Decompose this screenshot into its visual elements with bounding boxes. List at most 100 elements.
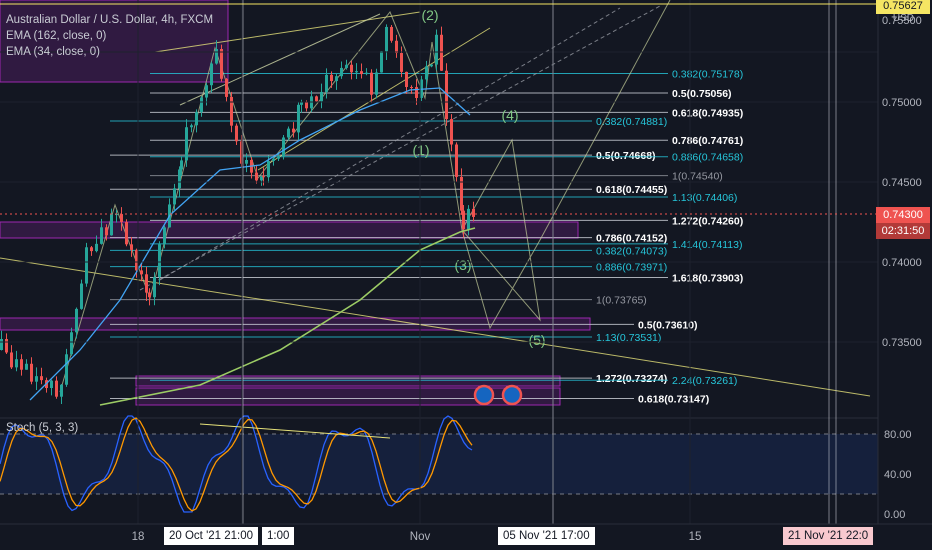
candle (245, 159, 248, 164)
time-axis-bg (0, 524, 932, 550)
candle (70, 332, 73, 355)
us-flag-icon (501, 384, 523, 406)
candle (375, 72, 378, 95)
candle (345, 64, 348, 68)
candle (467, 208, 470, 230)
candle (320, 91, 323, 102)
price-tick-1: 0.75000 (882, 97, 922, 109)
time-box-3: 21 Nov '21 22:0 (783, 527, 874, 545)
stoch-label: Stoch (5, 3, 3) (6, 422, 79, 434)
candle (153, 276, 156, 298)
fib-label-14: 0.886(0.73971) (596, 262, 667, 274)
fib-label-9: 1.13(0.74406) (672, 192, 737, 204)
candle (445, 70, 448, 120)
candle (410, 86, 413, 88)
candle (300, 102, 303, 105)
candle (365, 72, 368, 75)
candle (455, 144, 458, 177)
wave-label-2: (1) (412, 142, 429, 158)
fib-label-16: 1(0.73765) (596, 295, 647, 307)
candle (85, 247, 88, 284)
zone-4 (135, 387, 561, 406)
candle (400, 53, 403, 72)
fib-label-13: 0.382(0.74073) (596, 245, 667, 257)
candle (430, 64, 433, 67)
candle (325, 74, 328, 92)
candle (272, 158, 275, 162)
candle (267, 161, 270, 178)
candle (185, 127, 188, 161)
candle (287, 128, 290, 138)
top-price-box: 0.75627 (876, 0, 930, 14)
candle (100, 227, 103, 244)
candle (15, 359, 18, 368)
candle (305, 102, 308, 109)
candle (355, 71, 358, 73)
fib-label-6: 0.886(0.74658) (672, 152, 743, 164)
candle (330, 74, 333, 82)
candle (450, 119, 453, 145)
zone-3 (135, 375, 561, 387)
candle (80, 283, 83, 309)
stoch-d-line (0, 417, 473, 512)
fib-label-20: 2.24(0.73261) (672, 375, 737, 387)
candle (180, 160, 183, 170)
stoch-k-line (0, 415, 473, 513)
wave-path (59, 0, 671, 393)
candle (125, 222, 128, 245)
candle (200, 97, 203, 113)
stoch-tick-1: 40.00 (884, 469, 912, 481)
fib-label-15: 1.618(0.73903) (672, 273, 743, 285)
price-tick-0: 0.75500 (882, 15, 922, 27)
fib-label-8: 0.618(0.74455) (596, 184, 667, 196)
candle (115, 214, 118, 216)
ema-162-label: EMA (162, close, 0) (6, 30, 107, 42)
zone-0 (0, 0, 229, 83)
candle (210, 63, 213, 86)
legend: Australian Dollar / U.S. Dollar, 4h, FXC… (6, 12, 213, 60)
currency-label: USD (892, 13, 914, 24)
candle (30, 363, 33, 382)
fib-label-7: 1(0.74540) (672, 171, 723, 183)
candle (262, 176, 265, 178)
candle (25, 363, 28, 370)
candle (297, 104, 300, 133)
stoch-band (0, 434, 878, 494)
countdown-box: 02:31:50 (876, 223, 930, 239)
fib-label-11: 0.786(0.74152) (596, 233, 667, 245)
candle (350, 64, 353, 73)
candle (65, 354, 68, 385)
candle (205, 85, 208, 98)
us-flag-icon (473, 384, 495, 406)
wave-label-0: (2) (421, 7, 438, 23)
stoch-divergence-line (199, 423, 391, 439)
candle (148, 292, 151, 298)
fib-label-1: 0.5(0.75056) (672, 88, 732, 100)
wave-label-3: (3) (454, 257, 471, 273)
candle (235, 125, 238, 142)
candle (220, 49, 223, 79)
candle (460, 176, 463, 211)
candle (105, 227, 108, 236)
stoch-layer (0, 415, 878, 513)
candle (292, 128, 295, 133)
fib-label-2: 0.618(0.74935) (672, 107, 743, 119)
time-tick-0: 18 (132, 531, 145, 543)
candle (380, 51, 383, 73)
candle (395, 40, 398, 54)
candle (277, 156, 280, 159)
wave-label-4: (5) (528, 332, 545, 348)
candle (405, 71, 408, 87)
trendline-5 (159, 7, 621, 281)
candle (425, 66, 428, 80)
candle (35, 376, 38, 382)
price-tick-4: 0.73500 (882, 337, 922, 349)
fib-label-4: 0.786(0.74761) (672, 135, 743, 147)
candle (145, 274, 148, 293)
wave-label-1: (4) (501, 107, 518, 123)
time-tick-1: Nov (410, 531, 431, 543)
candle (75, 308, 78, 333)
price-tick-3: 0.74000 (882, 257, 922, 269)
fib-label-19: 1.272(0.73274) (596, 373, 667, 385)
